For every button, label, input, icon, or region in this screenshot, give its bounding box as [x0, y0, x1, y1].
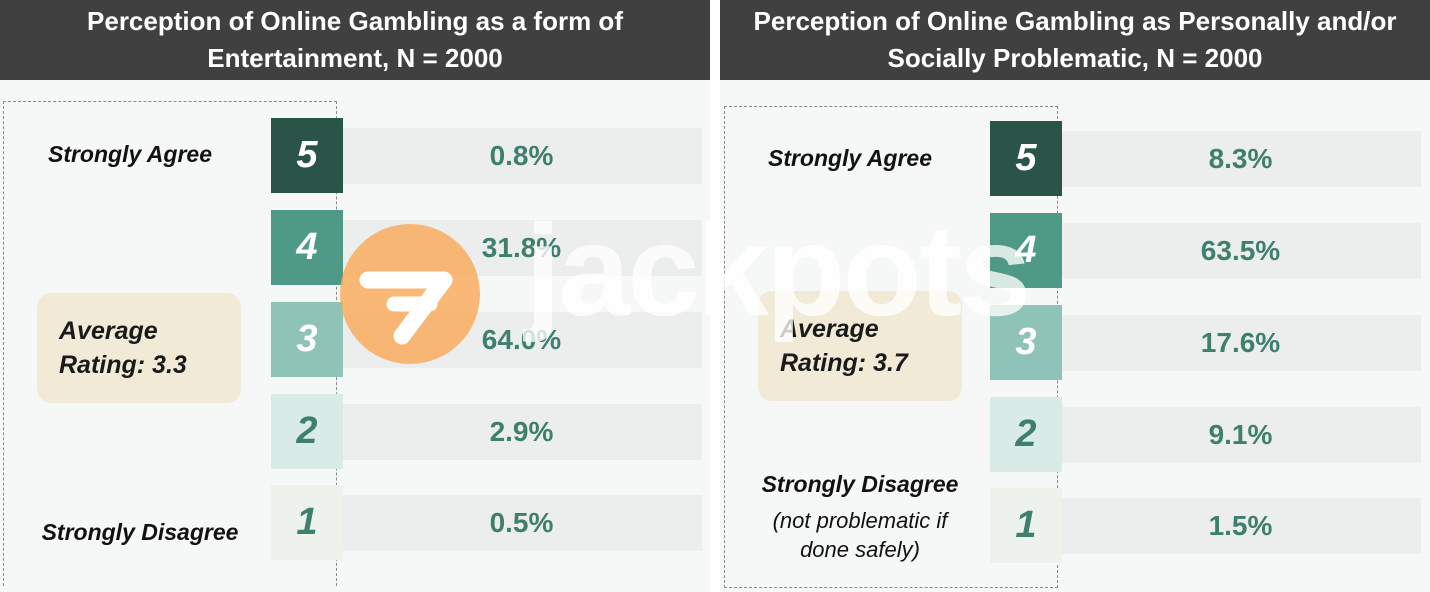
rating-box-5: 5 — [990, 121, 1062, 196]
rating-box-3: 3 — [990, 305, 1062, 380]
bottom-label: Strongly Disagree — [761, 471, 959, 497]
top-label: Strongly Agree — [47, 141, 212, 167]
rating-box-4: 4 — [990, 213, 1062, 288]
rating-box-3: 3 — [271, 302, 343, 377]
value-label-1: 0.5% — [341, 495, 702, 551]
bottom-label: Strongly Disagree — [41, 519, 239, 545]
average-label: Average — [780, 315, 879, 343]
value-label-3: 17.6% — [1060, 315, 1421, 371]
chart-panel-problematic: Perception of Online Gambling as Persona… — [720, 0, 1430, 592]
average-rating: Average Rating: 3.7 — [758, 291, 962, 401]
chart-title: Perception of Online Gambling as a form … — [0, 0, 710, 80]
rating-box-1: 1 — [271, 485, 343, 560]
value-label-5: 8.3% — [1060, 131, 1421, 187]
value-label-4: 63.5% — [1060, 223, 1421, 279]
bottom-note: (not problematic if done safely) — [772, 508, 948, 562]
rating-box-5: 5 — [271, 118, 343, 193]
jackpots-logo-icon — [340, 224, 480, 364]
rating-box-1: 1 — [990, 488, 1062, 563]
logo-mark-icon — [359, 271, 453, 345]
top-label: Strongly Agree — [767, 145, 932, 171]
value-label-2: 2.9% — [341, 404, 702, 460]
average-rating: Average Rating: 3.3 — [37, 293, 241, 403]
average-label: Average — [59, 317, 158, 345]
value-label-1: 1.5% — [1060, 498, 1421, 554]
average-value: Rating: 3.7 — [780, 349, 908, 377]
watermark-text: jackpots — [525, 197, 1031, 343]
value-label-2: 9.1% — [1060, 407, 1421, 463]
chart-title: Perception of Online Gambling as Persona… — [720, 0, 1430, 80]
value-label-5: 0.8% — [341, 128, 702, 184]
rating-box-2: 2 — [271, 394, 343, 469]
rating-box-4: 4 — [271, 210, 343, 285]
rating-box-2: 2 — [990, 397, 1062, 472]
average-value: Rating: 3.3 — [59, 351, 187, 379]
